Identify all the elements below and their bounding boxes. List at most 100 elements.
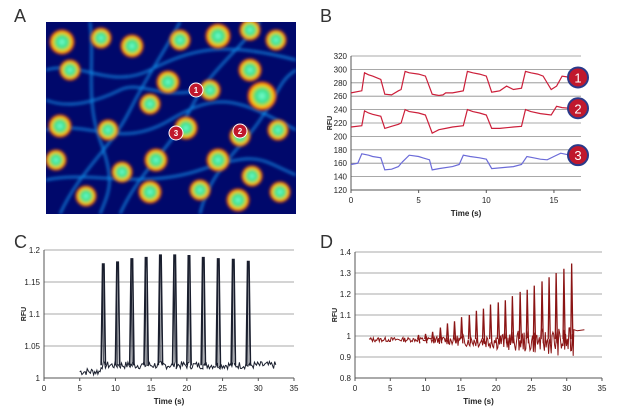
neuron-soma-15 bbox=[97, 119, 119, 141]
neuron-soma-4 bbox=[169, 29, 191, 51]
spike-4 bbox=[438, 327, 443, 344]
x-tick-label: 10 bbox=[421, 384, 430, 393]
x-tick-label: 20 bbox=[182, 384, 191, 393]
spike-5 bbox=[445, 323, 450, 344]
spike-18 bbox=[540, 281, 544, 344]
neurite-4 bbox=[119, 22, 261, 214]
y-tick-label: 1.2 bbox=[340, 290, 352, 299]
y-tick-label: 320 bbox=[334, 52, 348, 61]
y-tick-label: 140 bbox=[334, 173, 348, 182]
neuron-soma-5 bbox=[205, 23, 231, 49]
y-axis-title: RFU bbox=[21, 307, 28, 321]
neuron-soma-20 bbox=[144, 148, 168, 172]
neuron-soma-1 bbox=[49, 29, 75, 55]
spike-11 bbox=[489, 304, 493, 344]
y-tick-label: 120 bbox=[334, 186, 348, 195]
x-tick-label: 0 bbox=[349, 196, 354, 205]
cell-marker-label: 2 bbox=[238, 127, 243, 136]
cell-marker-circle bbox=[168, 125, 184, 141]
y-tick-label: 260 bbox=[334, 92, 348, 101]
spike-22 bbox=[570, 263, 574, 344]
x-tick-label: 35 bbox=[290, 384, 299, 393]
panel-label-d: D bbox=[320, 232, 333, 252]
y-tick-label: 1.15 bbox=[24, 278, 40, 287]
neurite-3 bbox=[59, 22, 181, 214]
neuron-soma-8 bbox=[59, 59, 81, 81]
series-badge-label: 2 bbox=[574, 101, 581, 116]
spike-16 bbox=[525, 289, 530, 344]
y-tick-label: 1.05 bbox=[24, 342, 40, 351]
neurite-6 bbox=[46, 157, 296, 181]
neuron-soma-23 bbox=[111, 161, 133, 183]
series-badge-3: 3 bbox=[567, 144, 589, 167]
cell-marker-label: 3 bbox=[174, 129, 179, 138]
y-tick-label: 0.9 bbox=[340, 353, 352, 362]
trace-line bbox=[79, 254, 277, 377]
x-tick-label: 15 bbox=[456, 384, 465, 393]
series-badge-circle bbox=[567, 144, 589, 167]
y-tick-label: 1 bbox=[36, 374, 41, 383]
spike-7 bbox=[460, 317, 464, 344]
series-badge-circle bbox=[567, 66, 589, 89]
y-tick-label: 1.1 bbox=[340, 311, 352, 320]
spike-17 bbox=[532, 285, 537, 344]
cell-marker-label: 1 bbox=[194, 86, 199, 95]
series-line-2 bbox=[350, 105, 571, 134]
neurite-5 bbox=[199, 69, 296, 214]
y-axis-title: RFU bbox=[332, 308, 339, 322]
neuron-soma-10 bbox=[199, 79, 221, 101]
spike-20 bbox=[554, 272, 559, 344]
spike-9 bbox=[474, 310, 479, 344]
y-tick-label: 220 bbox=[334, 119, 348, 128]
neuron-soma-14 bbox=[48, 114, 72, 138]
panel-label-c: C bbox=[14, 232, 27, 252]
cell-marker-1: 1 bbox=[188, 82, 204, 98]
x-axis-title: Time (s) bbox=[463, 397, 494, 406]
y-tick-label: 160 bbox=[334, 159, 348, 168]
micrograph-image bbox=[46, 22, 296, 214]
cell-marker-3: 3 bbox=[168, 125, 184, 141]
x-tick-label: 0 bbox=[353, 384, 358, 393]
neuron-soma-27 bbox=[269, 181, 291, 203]
spike-13 bbox=[503, 300, 508, 344]
panel-label-b: B bbox=[320, 6, 333, 26]
spike-10 bbox=[481, 308, 486, 344]
neuron-soma-6 bbox=[239, 22, 261, 41]
neuron-soma-22 bbox=[241, 165, 263, 187]
neuron-soma-19 bbox=[46, 149, 67, 171]
neuron-soma-3 bbox=[120, 34, 144, 58]
neuron-soma-9 bbox=[156, 70, 180, 94]
spike-21 bbox=[562, 268, 566, 344]
x-tick-label: 10 bbox=[482, 196, 491, 205]
chart-c: 1 1.05 1.1 1.15 1.2 0 5 10 15 20 25 30 35 Time (s) RFU bbox=[21, 246, 299, 406]
x-tick-label: 5 bbox=[77, 384, 82, 393]
x-tick-label: 20 bbox=[492, 384, 501, 393]
chart-b: 120 140 160 180 200 220 240 260 280 300 320 0 5 10 15 T… bbox=[327, 52, 589, 218]
x-tick-label: 10 bbox=[111, 384, 120, 393]
x-tick-label: 15 bbox=[147, 384, 156, 393]
spike-6 bbox=[453, 321, 457, 344]
y-tick-label: 1.3 bbox=[340, 269, 352, 278]
series-badge-label: 1 bbox=[574, 70, 581, 85]
series-badge-circle bbox=[567, 97, 589, 120]
y-tick-label: 280 bbox=[334, 79, 348, 88]
x-tick-label: 5 bbox=[388, 384, 393, 393]
chart-d: 0.8 0.9 1 1.1 1.2 1.3 1.4 0 5 10 15 20 25 30 35 Time (s… bbox=[332, 248, 607, 406]
neuron-soma-2 bbox=[90, 27, 112, 49]
neuron-soma-28 bbox=[75, 185, 97, 207]
spike-2 bbox=[424, 333, 428, 344]
y-tick-label: 300 bbox=[334, 65, 348, 74]
y-tick-label: 1.4 bbox=[340, 248, 352, 257]
x-tick-label: 30 bbox=[562, 384, 571, 393]
neuron-soma-24 bbox=[138, 180, 162, 204]
series-line-3 bbox=[350, 152, 571, 171]
spike-15 bbox=[518, 291, 523, 344]
neurite-2 bbox=[46, 100, 296, 135]
spike-8 bbox=[467, 314, 472, 344]
x-tick-label: 35 bbox=[598, 384, 607, 393]
spike-14 bbox=[510, 296, 515, 344]
y-tick-label: 240 bbox=[334, 106, 348, 115]
x-tick-label: 5 bbox=[416, 196, 421, 205]
x-tick-label: 15 bbox=[549, 196, 558, 205]
